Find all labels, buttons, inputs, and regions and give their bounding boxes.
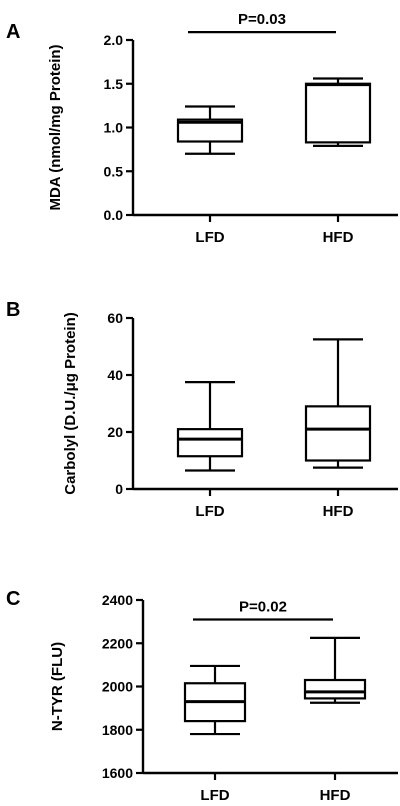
box-iqr [304, 82, 372, 144]
x-category-label: HFD [323, 229, 354, 246]
y-tick-label: 1600 [102, 765, 133, 781]
p-value-label: P=0.02 [239, 598, 287, 615]
y-axis-label: MDA (nmol/mg Protein) [47, 44, 64, 210]
panel-letter: C [6, 588, 20, 610]
y-tick-label: 0.0 [104, 207, 124, 223]
y-tick-label: 0.5 [104, 163, 124, 179]
x-category-label: HFD [323, 503, 354, 520]
box-lfd [176, 105, 244, 155]
x-category-label: HFD [320, 787, 351, 804]
panel-letter: B [6, 299, 20, 321]
y-tick-label: 2000 [102, 679, 133, 695]
y-tick-label: 2.0 [104, 32, 124, 48]
x-category-label: LFD [195, 229, 224, 246]
panel-A: A 0.0 0.5 1.0 1.5 2.0 LFD HFD MDA (nmol/mg Prote… [6, 11, 398, 246]
y-axis-label: N-TYR (FLU) [49, 642, 66, 731]
box-iqr [303, 678, 367, 700]
y-tick-label: 0 [115, 481, 123, 497]
y-tick-label: 1.0 [104, 120, 124, 136]
y-tick-label: 1.5 [104, 76, 124, 92]
y-tick-label: 2200 [102, 635, 133, 651]
y-tick-label: 40 [107, 367, 123, 383]
y-axis-label: Carbolyl (D.U./μg Protein) [62, 312, 79, 495]
y-tick-label: 60 [107, 310, 123, 326]
x-category-label: LFD [200, 787, 229, 804]
x-category-label: LFD [195, 503, 224, 520]
box-iqr [176, 428, 244, 458]
y-tick-label: 2400 [102, 592, 133, 608]
panel-B: B 0 20 40 60 LFD HFD Carbolyl (D.U./μg Protein) [6, 299, 398, 520]
box-iqr [304, 405, 372, 462]
box-lfd [183, 664, 247, 736]
box-hfd [303, 636, 367, 704]
y-tick-label: 1800 [102, 722, 133, 738]
box-iqr [176, 118, 244, 143]
panel-letter: A [6, 21, 20, 43]
y-tick-label: 20 [107, 424, 123, 440]
panel-C: C 1600 1800 2000 2200 2400 LFD HFD N-TYR (FLU) P=… [6, 588, 398, 804]
box-hfd [304, 77, 372, 147]
p-value-label: P=0.03 [238, 11, 286, 28]
box-hfd [304, 338, 372, 469]
box-lfd [176, 381, 244, 472]
